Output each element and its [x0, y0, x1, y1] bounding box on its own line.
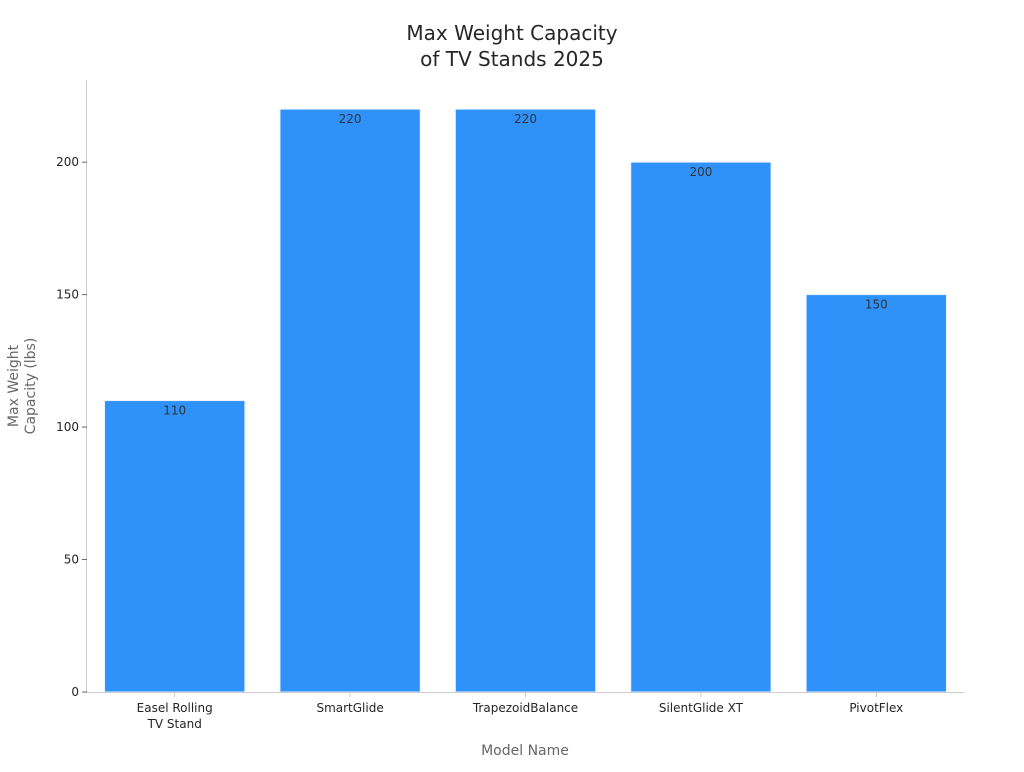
x-ticks-layer: Easel Rolling TV Stand SmartGlide Trapezoid… — [137, 692, 903, 731]
bar-0 — [104, 400, 246, 693]
bar-3 — [630, 161, 772, 693]
y-tick-label-4: 200 — [56, 155, 79, 169]
bar-value-label-3: 200 — [689, 165, 712, 179]
x-tick-label-0-line-0: Easel Rolling — [137, 701, 213, 715]
bar-1 — [279, 108, 421, 693]
bar-4 — [805, 294, 947, 693]
y-axis-title: Max Weight Capacity (lbs) — [6, 338, 39, 435]
x-tick-label-2-line-0: TrapezoidBalance — [472, 701, 578, 715]
chart-title-line-1: Max Weight Capacity — [406, 21, 617, 45]
bars-layer — [104, 108, 947, 693]
y-tick-label-0: 0 — [71, 685, 79, 699]
x-tick-label-4-line-0: PivotFlex — [849, 701, 903, 715]
y-axis-title-line-1: Max Weight — [6, 344, 22, 427]
y-tick-label-2: 100 — [56, 420, 79, 434]
bar-value-label-1: 220 — [339, 112, 362, 126]
x-tick-label-3-line-0: SilentGlide XT — [659, 701, 744, 715]
x-axis-title: Model Name — [481, 743, 569, 759]
y-axis-title-line-2: Capacity (lbs) — [23, 338, 39, 435]
value-labels-layer: 110 220 220 200 150 — [163, 112, 888, 417]
y-tick-label-3: 150 — [56, 288, 79, 302]
bar-value-label-2: 220 — [514, 112, 537, 126]
bar-2 — [454, 108, 597, 693]
y-ticks-layer: 0 50 100 150 200 — [56, 155, 87, 699]
x-tick-label-0-line-1: TV Stand — [147, 717, 202, 731]
y-tick-label-1: 50 — [64, 553, 79, 567]
bar-value-label-0: 110 — [163, 404, 186, 418]
chart-title-line-2: of TV Stands 2025 — [420, 47, 604, 71]
x-tick-label-1-line-0: SmartGlide — [316, 701, 383, 715]
bar-value-label-4: 150 — [865, 298, 888, 312]
